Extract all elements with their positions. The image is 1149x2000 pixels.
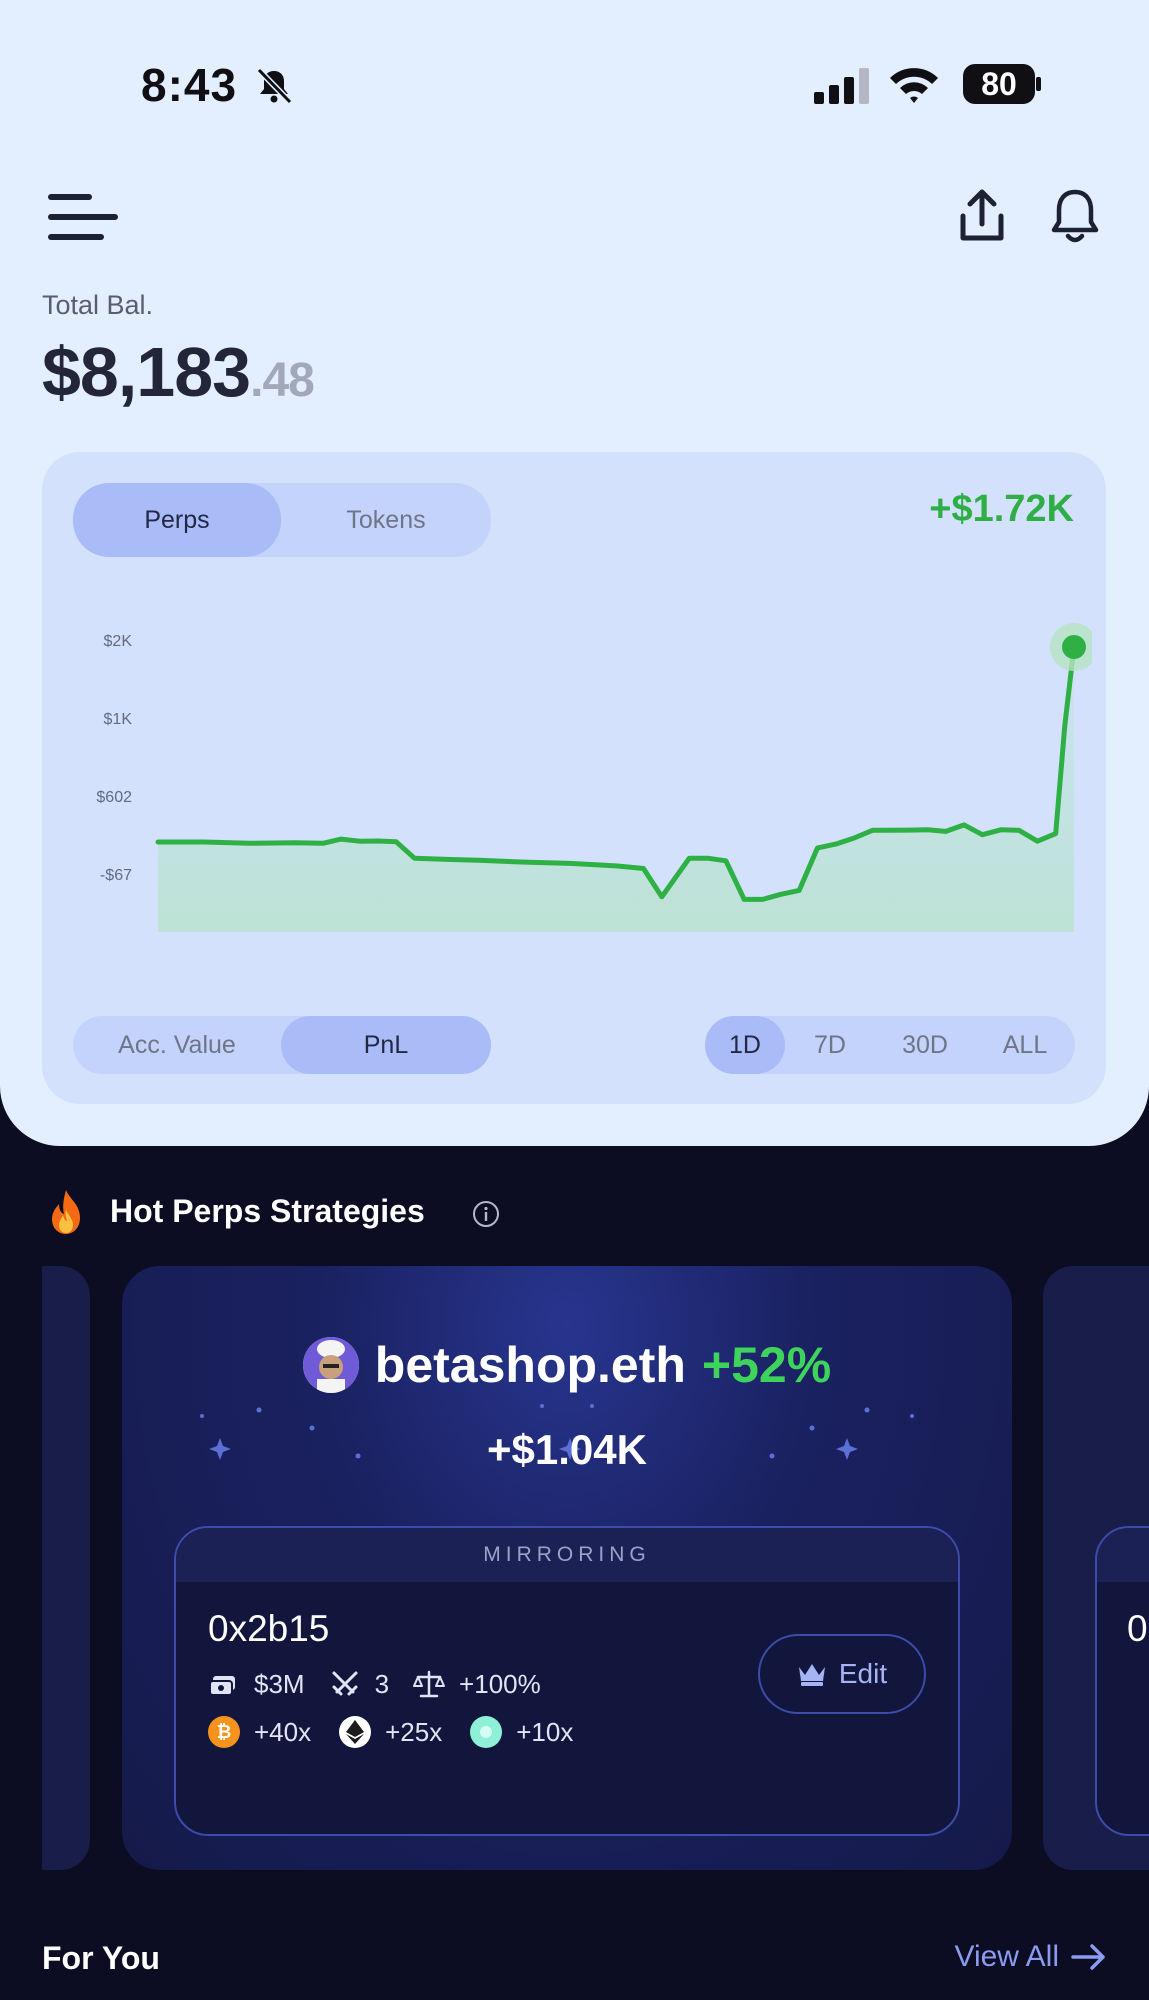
status-bar: 8:43 80 — [0, 58, 1149, 118]
info-icon[interactable] — [472, 1200, 500, 1228]
btc-icon: ₿ — [208, 1716, 240, 1748]
trader-return: +52% — [701, 1337, 832, 1393]
strategy-stats: $3M 3 +100% — [208, 1668, 541, 1700]
range-all[interactable]: ALL — [1002, 1030, 1048, 1059]
asset-tabs: Perps Tokens — [73, 483, 491, 557]
scale-icon — [413, 1670, 446, 1698]
last-point-dot[interactable] — [1062, 635, 1086, 659]
leverage-eth: +25x — [385, 1716, 443, 1747]
wifi-icon — [890, 68, 938, 103]
mode-toggle: Acc. Value PnL — [73, 1016, 491, 1074]
strategy-card-next[interactable]: 0 — [1043, 1266, 1149, 1870]
balance-cents: .48 — [250, 354, 315, 407]
trader-pnl: +$1.04K — [487, 1426, 647, 1473]
status-time: 8:43 — [141, 59, 238, 111]
fire-icon — [52, 1190, 80, 1234]
edit-label: Edit — [838, 1658, 888, 1689]
balance-whole: $8,183 — [42, 333, 251, 411]
swords-icon — [332, 1671, 358, 1696]
trader-name[interactable]: betashop.eth — [374, 1337, 686, 1393]
mode-acc-value[interactable]: Acc. Value — [118, 1030, 236, 1059]
battery-icon — [963, 64, 1041, 104]
menu-icon[interactable] — [46, 190, 122, 246]
stat-trades: 3 — [374, 1668, 390, 1699]
pnl-card: Perps Tokens +$1.72K $2K$1K$602-$67-$736… — [42, 452, 1106, 1104]
tab-perps[interactable]: Perps — [73, 483, 281, 557]
mirroring-panel: MIRRORING 0x2b15 $3M 3 +100% ₿ +40x — [174, 1526, 960, 1836]
bell-icon[interactable] — [1048, 186, 1102, 246]
pnl-change: +$1.72K — [929, 488, 1074, 530]
next-mirroring-panel: 0 — [1095, 1526, 1149, 1836]
crown-icon — [798, 1664, 825, 1686]
cash-stack-icon — [209, 1676, 235, 1696]
range-1d[interactable]: 1D — [705, 1016, 785, 1074]
chef-avatar-icon — [302, 1337, 359, 1393]
y-tick-label: $2K — [104, 633, 133, 650]
next-address: 0 — [1127, 1608, 1148, 1649]
wallet-address: 0x2b15 — [208, 1608, 330, 1649]
mode-pnl[interactable]: PnL — [281, 1016, 491, 1074]
for-you-title: For You — [42, 1940, 160, 1976]
y-tick-label: $1K — [104, 711, 133, 728]
battery-level: 80 — [981, 65, 1017, 102]
leverage-list: ₿ +40x +25x +10x — [208, 1716, 573, 1748]
hot-strategies-title: Hot Perps Strategies — [110, 1193, 425, 1229]
leverage-btc: +40x — [254, 1716, 312, 1747]
y-tick-label: $602 — [96, 789, 132, 806]
y-tick-label: -$67 — [100, 867, 132, 884]
stat-volume: $3M — [254, 1668, 305, 1699]
chart-area-fill — [158, 647, 1074, 932]
edit-button[interactable]: Edit — [758, 1634, 926, 1714]
strategy-card[interactable]: betashop.eth +52% +$1.04K MIRRORING 0x2b… — [122, 1266, 1012, 1870]
range-selector: 1D 7D 30D ALL — [705, 1016, 1075, 1074]
bell-off-icon — [256, 67, 293, 105]
share-icon[interactable] — [955, 186, 1009, 246]
trader-avatar[interactable] — [302, 1337, 359, 1393]
pnl-line — [155, 644, 1077, 902]
balance-value: $8,183.48 — [42, 332, 315, 412]
arrow-right-icon — [1071, 1944, 1105, 1970]
view-all-link[interactable]: View All — [954, 1940, 1107, 1974]
stat-ratio: +100% — [459, 1668, 541, 1699]
eth-icon — [339, 1716, 372, 1748]
sparkle-decoration — [200, 1404, 914, 1460]
pnl-chart[interactable]: $2K$1K$602-$67-$736Dec 17Dec 17Dec 18 — [62, 572, 1092, 942]
strategy-card-prev[interactable] — [42, 1266, 90, 1870]
mirroring-label: MIRRORING — [176, 1528, 958, 1582]
cell-signal-icon — [814, 68, 869, 104]
tab-tokens[interactable]: Tokens — [346, 505, 426, 534]
range-30d[interactable]: 30D — [902, 1030, 948, 1059]
hype-icon — [470, 1716, 503, 1748]
range-7d[interactable]: 7D — [814, 1030, 846, 1059]
trader-header: betashop.eth +52% — [122, 1336, 1012, 1394]
leverage-hype: +10x — [516, 1716, 574, 1747]
battery-indicator: 80 — [962, 62, 1042, 106]
top-panel: 8:43 80 — [0, 0, 1149, 1146]
balance-label: Total Bal. — [42, 290, 154, 320]
view-all-label: View All — [954, 1940, 1059, 1973]
